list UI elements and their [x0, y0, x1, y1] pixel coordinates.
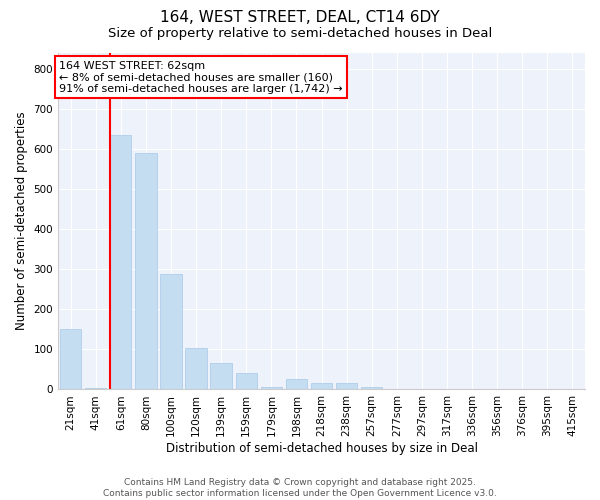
Bar — [361, 388, 382, 390]
Bar — [336, 384, 357, 390]
Bar — [386, 388, 407, 390]
Bar — [236, 374, 257, 390]
Bar — [135, 153, 157, 390]
Text: Size of property relative to semi-detached houses in Deal: Size of property relative to semi-detach… — [108, 28, 492, 40]
Text: 164 WEST STREET: 62sqm
← 8% of semi-detached houses are smaller (160)
91% of sem: 164 WEST STREET: 62sqm ← 8% of semi-deta… — [59, 60, 343, 94]
X-axis label: Distribution of semi-detached houses by size in Deal: Distribution of semi-detached houses by … — [166, 442, 478, 455]
Bar — [160, 274, 182, 390]
Bar — [185, 348, 207, 390]
Y-axis label: Number of semi-detached properties: Number of semi-detached properties — [15, 112, 28, 330]
Bar — [85, 388, 106, 390]
Bar — [60, 330, 81, 390]
Text: 164, WEST STREET, DEAL, CT14 6DY: 164, WEST STREET, DEAL, CT14 6DY — [160, 10, 440, 25]
Bar — [211, 364, 232, 390]
Bar — [286, 380, 307, 390]
Bar — [110, 134, 131, 390]
Text: Contains HM Land Registry data © Crown copyright and database right 2025.
Contai: Contains HM Land Registry data © Crown c… — [103, 478, 497, 498]
Bar — [311, 384, 332, 390]
Bar — [260, 388, 282, 390]
